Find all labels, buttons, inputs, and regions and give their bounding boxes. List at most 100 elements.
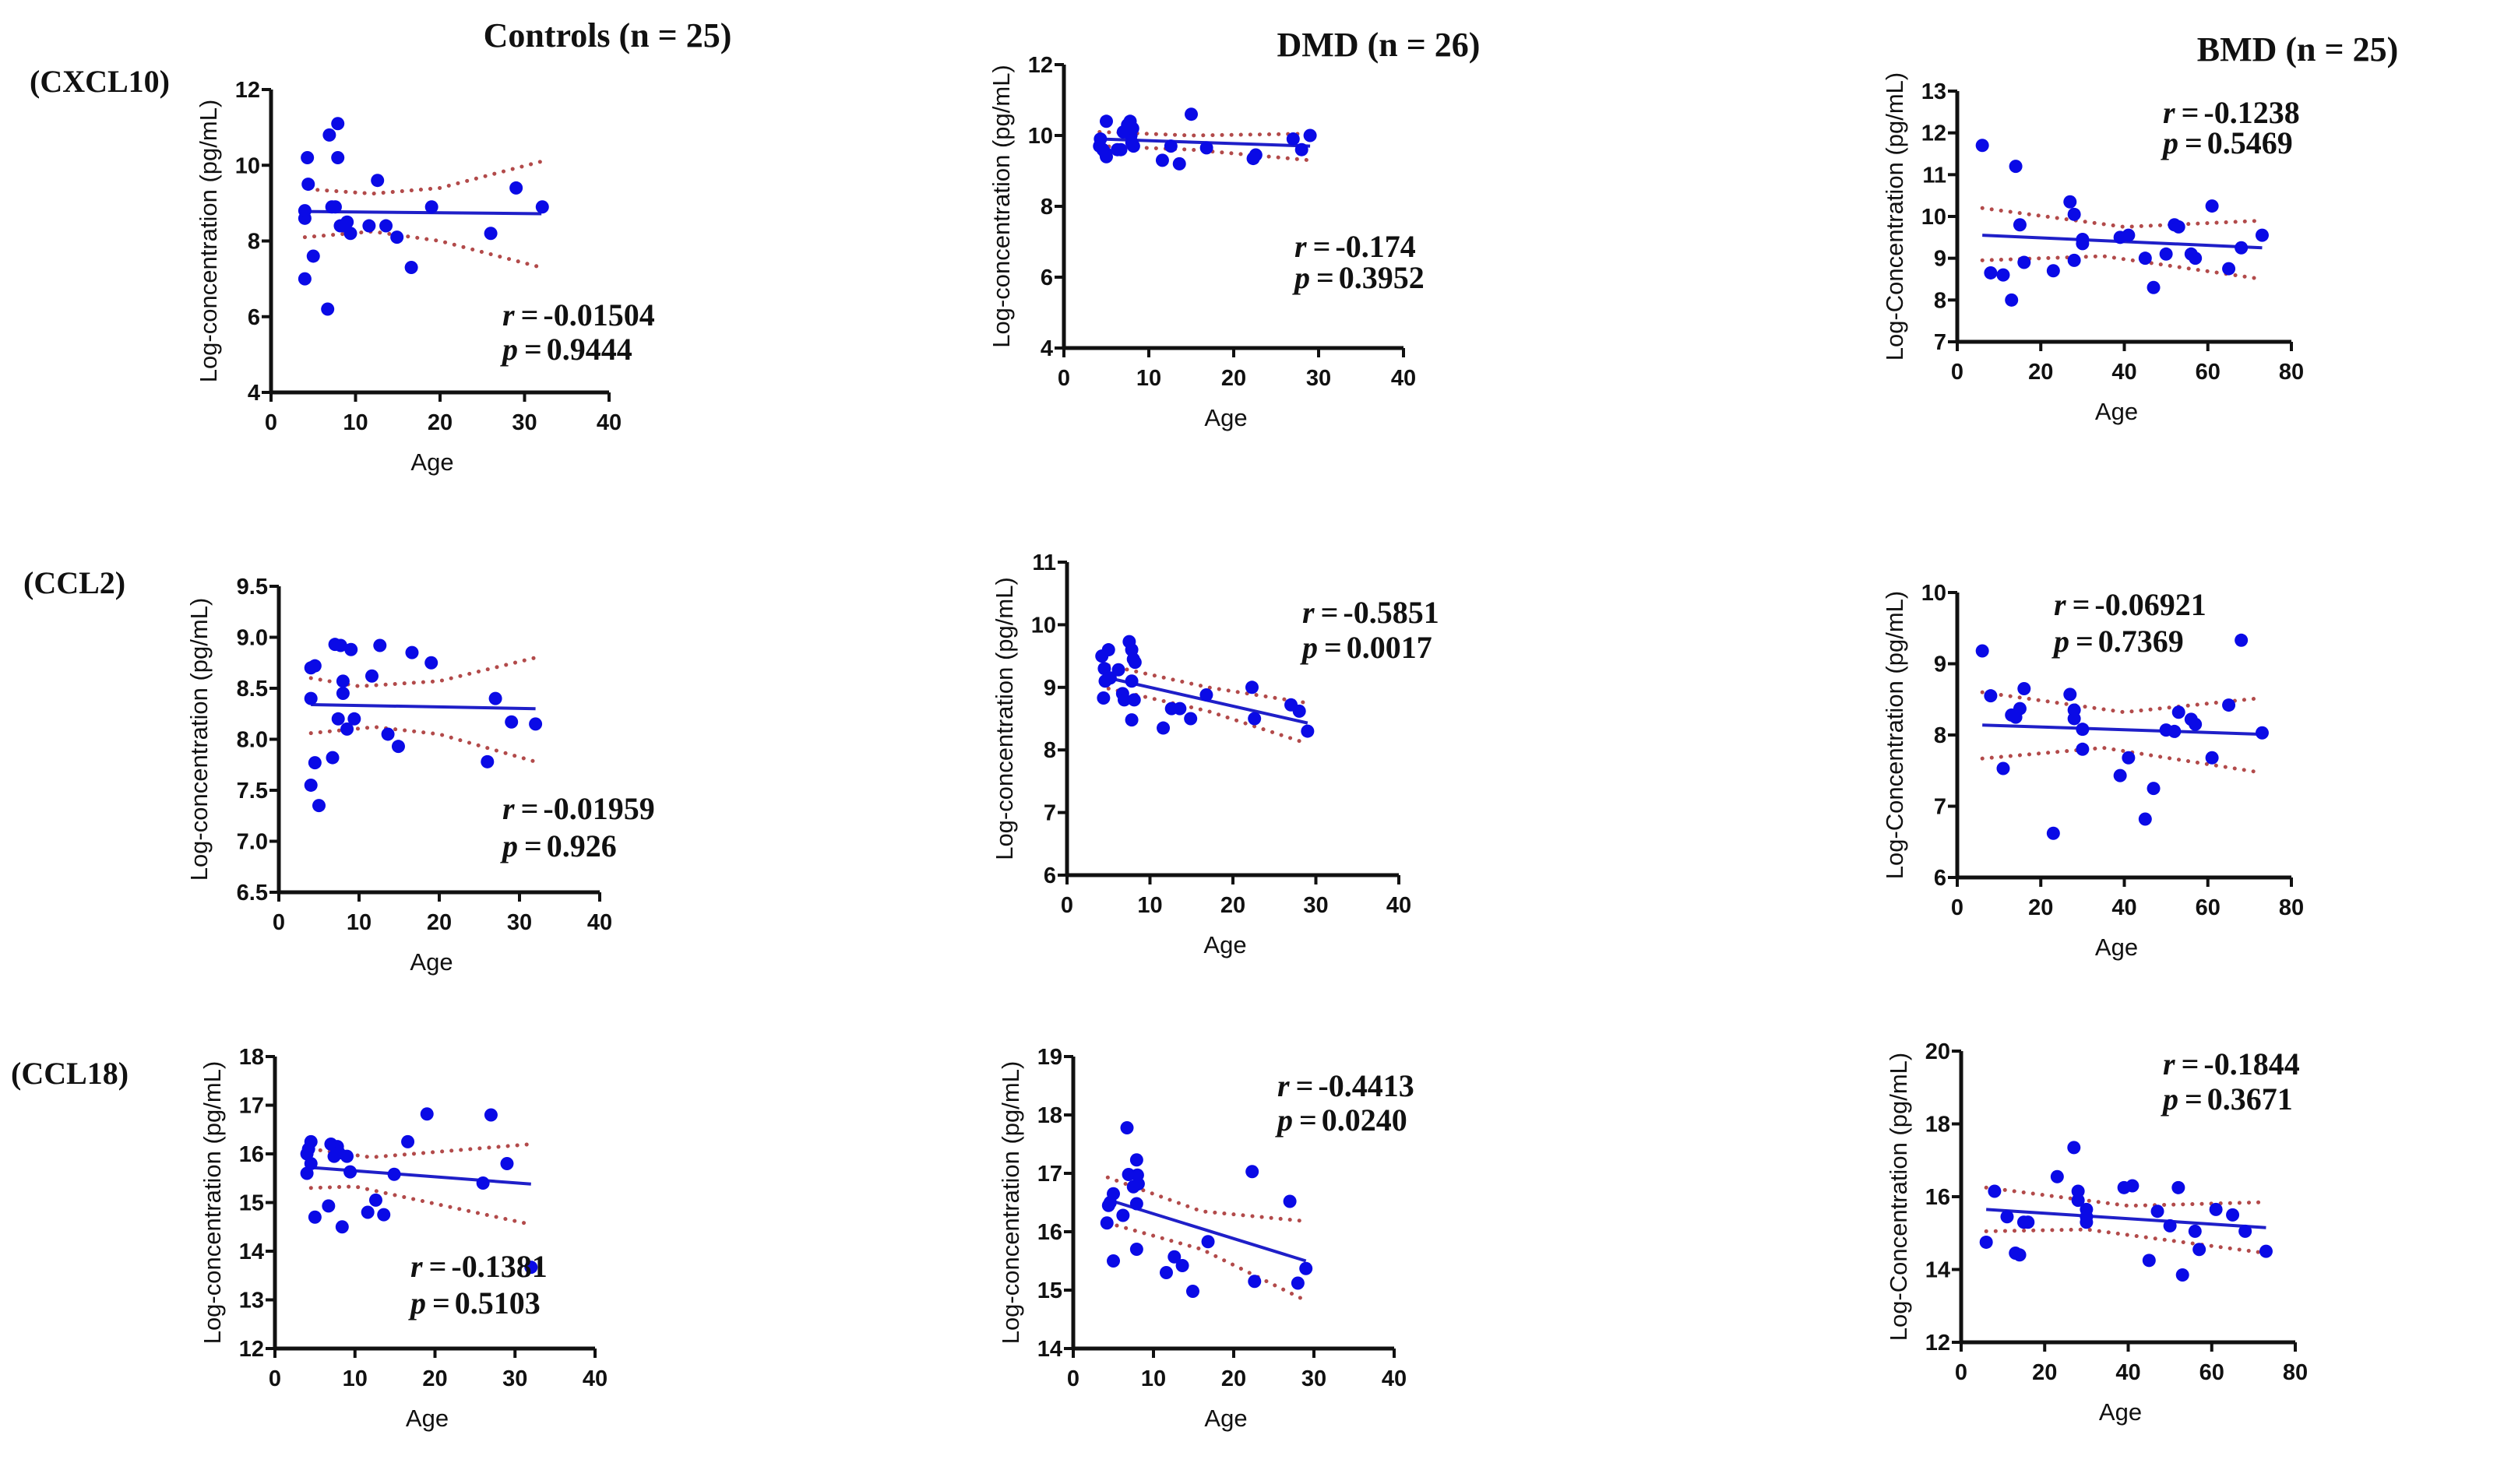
p-value-number: 0.3952: [1339, 260, 1425, 295]
y-tick-label: 8: [1934, 723, 1946, 748]
regression-line: [1982, 723, 2263, 737]
p-symbol: p: [500, 332, 518, 367]
x-tick-label: 60: [2199, 1360, 2224, 1385]
ci-lower-confidence-band: [308, 725, 538, 764]
x-tick-label: 30: [512, 410, 537, 435]
r-symbol: r: [2054, 587, 2066, 622]
data-point: [2046, 264, 2060, 278]
p-value: p = 0.0240: [1275, 1102, 1407, 1138]
y-tick-label: 7: [1044, 801, 1056, 826]
data-point: [1094, 132, 1108, 146]
data-point: [1248, 1275, 1262, 1289]
data-point: [2046, 826, 2060, 840]
equals-sign: =: [2182, 1046, 2199, 1081]
correlation-r: r = -0.06921: [2054, 587, 2206, 622]
data-point: [1245, 680, 1259, 695]
y-axis-label: Log-concentration (pg/mL): [199, 1061, 226, 1345]
data-point: [1199, 687, 1213, 702]
y-tick-label: 12: [1028, 53, 1053, 78]
y-tick-label: 9.5: [237, 575, 268, 600]
p-symbol: p: [1292, 260, 1310, 295]
data-point: [424, 200, 438, 214]
y-tick-label: 9: [1934, 652, 1946, 677]
data-point: [2147, 782, 2161, 796]
equals-sign: =: [1316, 260, 1334, 295]
data-point: [481, 754, 495, 768]
x-tick-label: 20: [422, 1366, 447, 1391]
r-symbol: r: [502, 297, 515, 332]
data-point: [2076, 723, 2090, 737]
r-value: -0.5851: [1343, 595, 1439, 630]
y-tick-label: 6.5: [237, 881, 268, 906]
data-point: [1201, 1235, 1215, 1249]
row-label-ccl18: (CCL18): [11, 1056, 129, 1091]
data-point: [361, 1205, 375, 1219]
data-point: [1125, 674, 1139, 688]
y-tick-label: 18: [1037, 1103, 1062, 1128]
data-point: [2159, 247, 2173, 261]
ci-lower-confidence-band: [1984, 1227, 2268, 1255]
data-point: [1155, 153, 1169, 167]
p-value: p = 0.3671: [2161, 1081, 2293, 1117]
data-point: [2005, 293, 2019, 307]
x-tick-label: 20: [427, 910, 452, 935]
y-tick-label: 10: [1031, 613, 1056, 638]
equals-sign: =: [1313, 229, 1331, 264]
data-point: [2122, 751, 2136, 765]
equals-sign: =: [521, 791, 539, 826]
data-point: [420, 1107, 434, 1121]
data-point: [336, 687, 350, 701]
y-axis-label: Log-Concentration (pg/mL): [1881, 591, 1908, 879]
x-tick-label: 20: [1221, 1366, 1246, 1391]
y-axis-label: Log-concentration (pg/mL): [988, 65, 1015, 348]
data-point: [2171, 705, 2185, 719]
data-point: [1159, 1266, 1173, 1279]
column-title-bmd: BMD (n = 25): [2197, 30, 2399, 69]
x-tick-label: 60: [2196, 895, 2221, 920]
data-point: [1114, 142, 1128, 156]
data-point: [1979, 1235, 1993, 1249]
y-tick-label: 18: [1925, 1113, 1950, 1138]
p-value-number: 0.5469: [2207, 125, 2293, 160]
y-tick-label: 11: [1032, 550, 1056, 575]
data-point: [2255, 726, 2269, 740]
p-value: p = 0.5103: [408, 1285, 541, 1320]
y-tick-label: 6: [1041, 266, 1053, 290]
data-point: [301, 178, 315, 192]
correlation-r: r = -0.01504: [502, 297, 655, 332]
data-point: [1164, 139, 1178, 153]
y-tick-label: 7.0: [237, 830, 268, 855]
p-value-number: 0.0240: [1322, 1102, 1407, 1138]
data-point: [1101, 643, 1115, 657]
equals-sign: =: [524, 828, 542, 863]
column-title-controls: Controls (n = 25): [484, 16, 732, 55]
y-tick-label: 15: [1037, 1278, 1062, 1303]
ci-upper-confidence-band: [1097, 129, 1312, 138]
data-point: [1131, 1177, 1145, 1190]
ci-lower-confidence-band: [1980, 254, 2264, 281]
data-point: [343, 227, 357, 241]
data-point: [1127, 693, 1141, 707]
y-tick-label: 14: [239, 1240, 264, 1264]
x-tick-label: 0: [265, 410, 277, 435]
x-tick-label: 20: [1221, 366, 1246, 391]
data-point: [301, 151, 315, 165]
data-point: [336, 674, 350, 688]
y-tick-label: 8: [1041, 195, 1053, 220]
y-tick-label: 17: [1037, 1162, 1062, 1187]
data-point: [2189, 251, 2203, 266]
data-point: [1996, 268, 2010, 282]
y-tick-label: 15: [239, 1191, 264, 1216]
r-value: -0.1381: [451, 1249, 547, 1284]
ci-lower-confidence-band: [308, 1184, 534, 1227]
data-point: [1283, 1194, 1297, 1208]
data-point: [373, 638, 387, 652]
data-point: [308, 1210, 322, 1224]
x-tick-label: 10: [343, 410, 368, 435]
data-point: [535, 200, 549, 214]
equals-sign: =: [521, 297, 539, 332]
ci-lower-confidence-band: [1105, 1221, 1308, 1303]
y-tick-label: 11: [1922, 163, 1946, 188]
data-point: [484, 227, 498, 241]
x-axis-label: Age: [2095, 398, 2138, 425]
